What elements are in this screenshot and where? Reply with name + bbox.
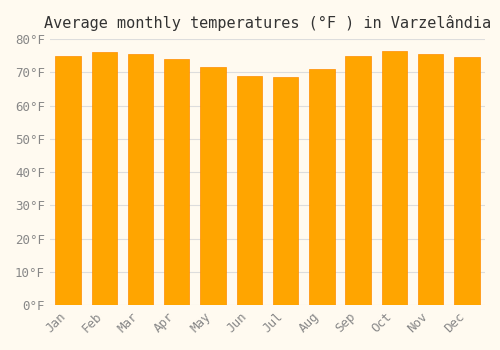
Bar <box>56 56 80 305</box>
Title: Average monthly temperatures (°F ) in Varzelândia: Average monthly temperatures (°F ) in Va… <box>44 15 491 31</box>
Bar <box>273 77 298 305</box>
Bar <box>309 69 334 305</box>
Bar <box>128 54 153 305</box>
Bar <box>454 57 479 305</box>
Bar <box>200 67 226 305</box>
Bar <box>236 76 262 305</box>
Bar <box>382 51 407 305</box>
Bar <box>418 54 444 305</box>
Bar <box>164 59 190 305</box>
Bar <box>346 56 371 305</box>
Bar <box>92 52 117 305</box>
